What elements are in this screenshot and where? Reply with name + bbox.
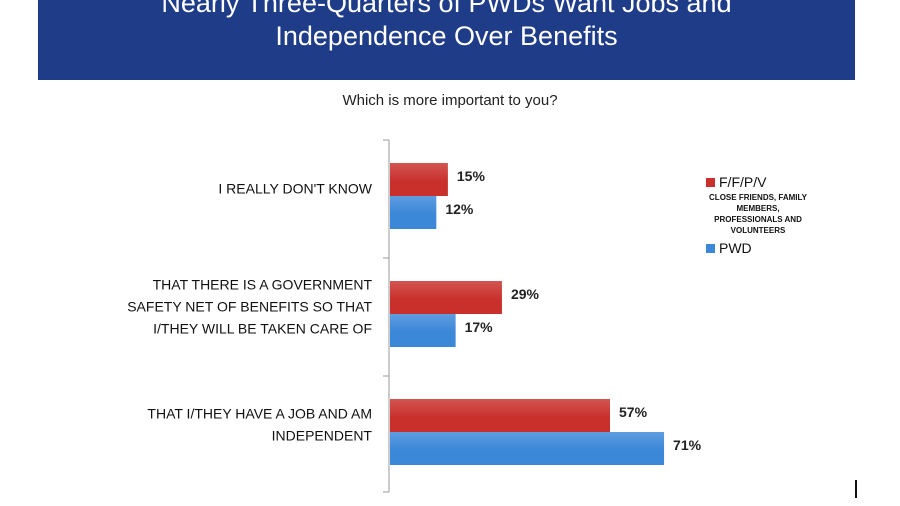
value-label-pwd-2: 71% bbox=[673, 437, 702, 453]
text-cursor bbox=[855, 480, 857, 498]
title-line-2: Independence Over Benefits bbox=[275, 21, 618, 51]
legend-item-pwd: PWD bbox=[706, 240, 808, 256]
value-label-ffpv-2: 57% bbox=[619, 404, 648, 420]
bar-pwd-0 bbox=[390, 196, 437, 229]
bar-pwd-1 bbox=[390, 314, 456, 347]
bar-ffpv-2 bbox=[390, 399, 611, 432]
bar-pwd-2 bbox=[390, 432, 665, 465]
bar-ffpv-1 bbox=[390, 281, 502, 314]
value-label-ffpv-0: 15% bbox=[457, 168, 486, 184]
category-label-0-line-0: I REALLY DON'T KNOW bbox=[218, 181, 372, 197]
value-label-pwd-1: 17% bbox=[465, 319, 494, 335]
title-line-1: Nearly Three-Quarters of PWDs Want Jobs … bbox=[161, 0, 732, 18]
category-label-1-line-2: I/THEY WILL BE TAKEN CARE OF bbox=[153, 321, 372, 337]
category-label-2-line-0: THAT I/THEY HAVE A JOB AND AM bbox=[147, 406, 372, 422]
legend-description-ffpv: CLOSE FRIENDS, FAMILY MEMBERS, PROFESSIO… bbox=[709, 193, 807, 235]
category-label-1-line-0: THAT THERE IS A GOVERNMENT bbox=[153, 277, 373, 293]
title-banner: Nearly Three-Quarters of PWDs Want Jobs … bbox=[38, 0, 855, 80]
legend-item-ffpv: F/F/P/V bbox=[706, 174, 808, 190]
chart-question: Which is more important to you? bbox=[342, 92, 558, 109]
value-label-ffpv-1: 29% bbox=[511, 286, 540, 302]
legend-swatch-ffpv bbox=[706, 177, 715, 187]
category-label-2-line-1: INDEPENDENT bbox=[272, 428, 373, 444]
legend: F/F/P/V CLOSE FRIENDS, FAMILY MEMBERS, P… bbox=[706, 174, 808, 256]
category-label-1-line-1: SAFETY NET OF BENEFITS SO THAT bbox=[127, 299, 372, 315]
legend-label-pwd: PWD bbox=[719, 240, 752, 256]
bar-ffpv-0 bbox=[390, 163, 448, 196]
value-label-pwd-0: 12% bbox=[445, 201, 474, 217]
legend-swatch-pwd bbox=[706, 243, 715, 253]
legend-label-ffpv: F/F/P/V bbox=[719, 174, 767, 190]
